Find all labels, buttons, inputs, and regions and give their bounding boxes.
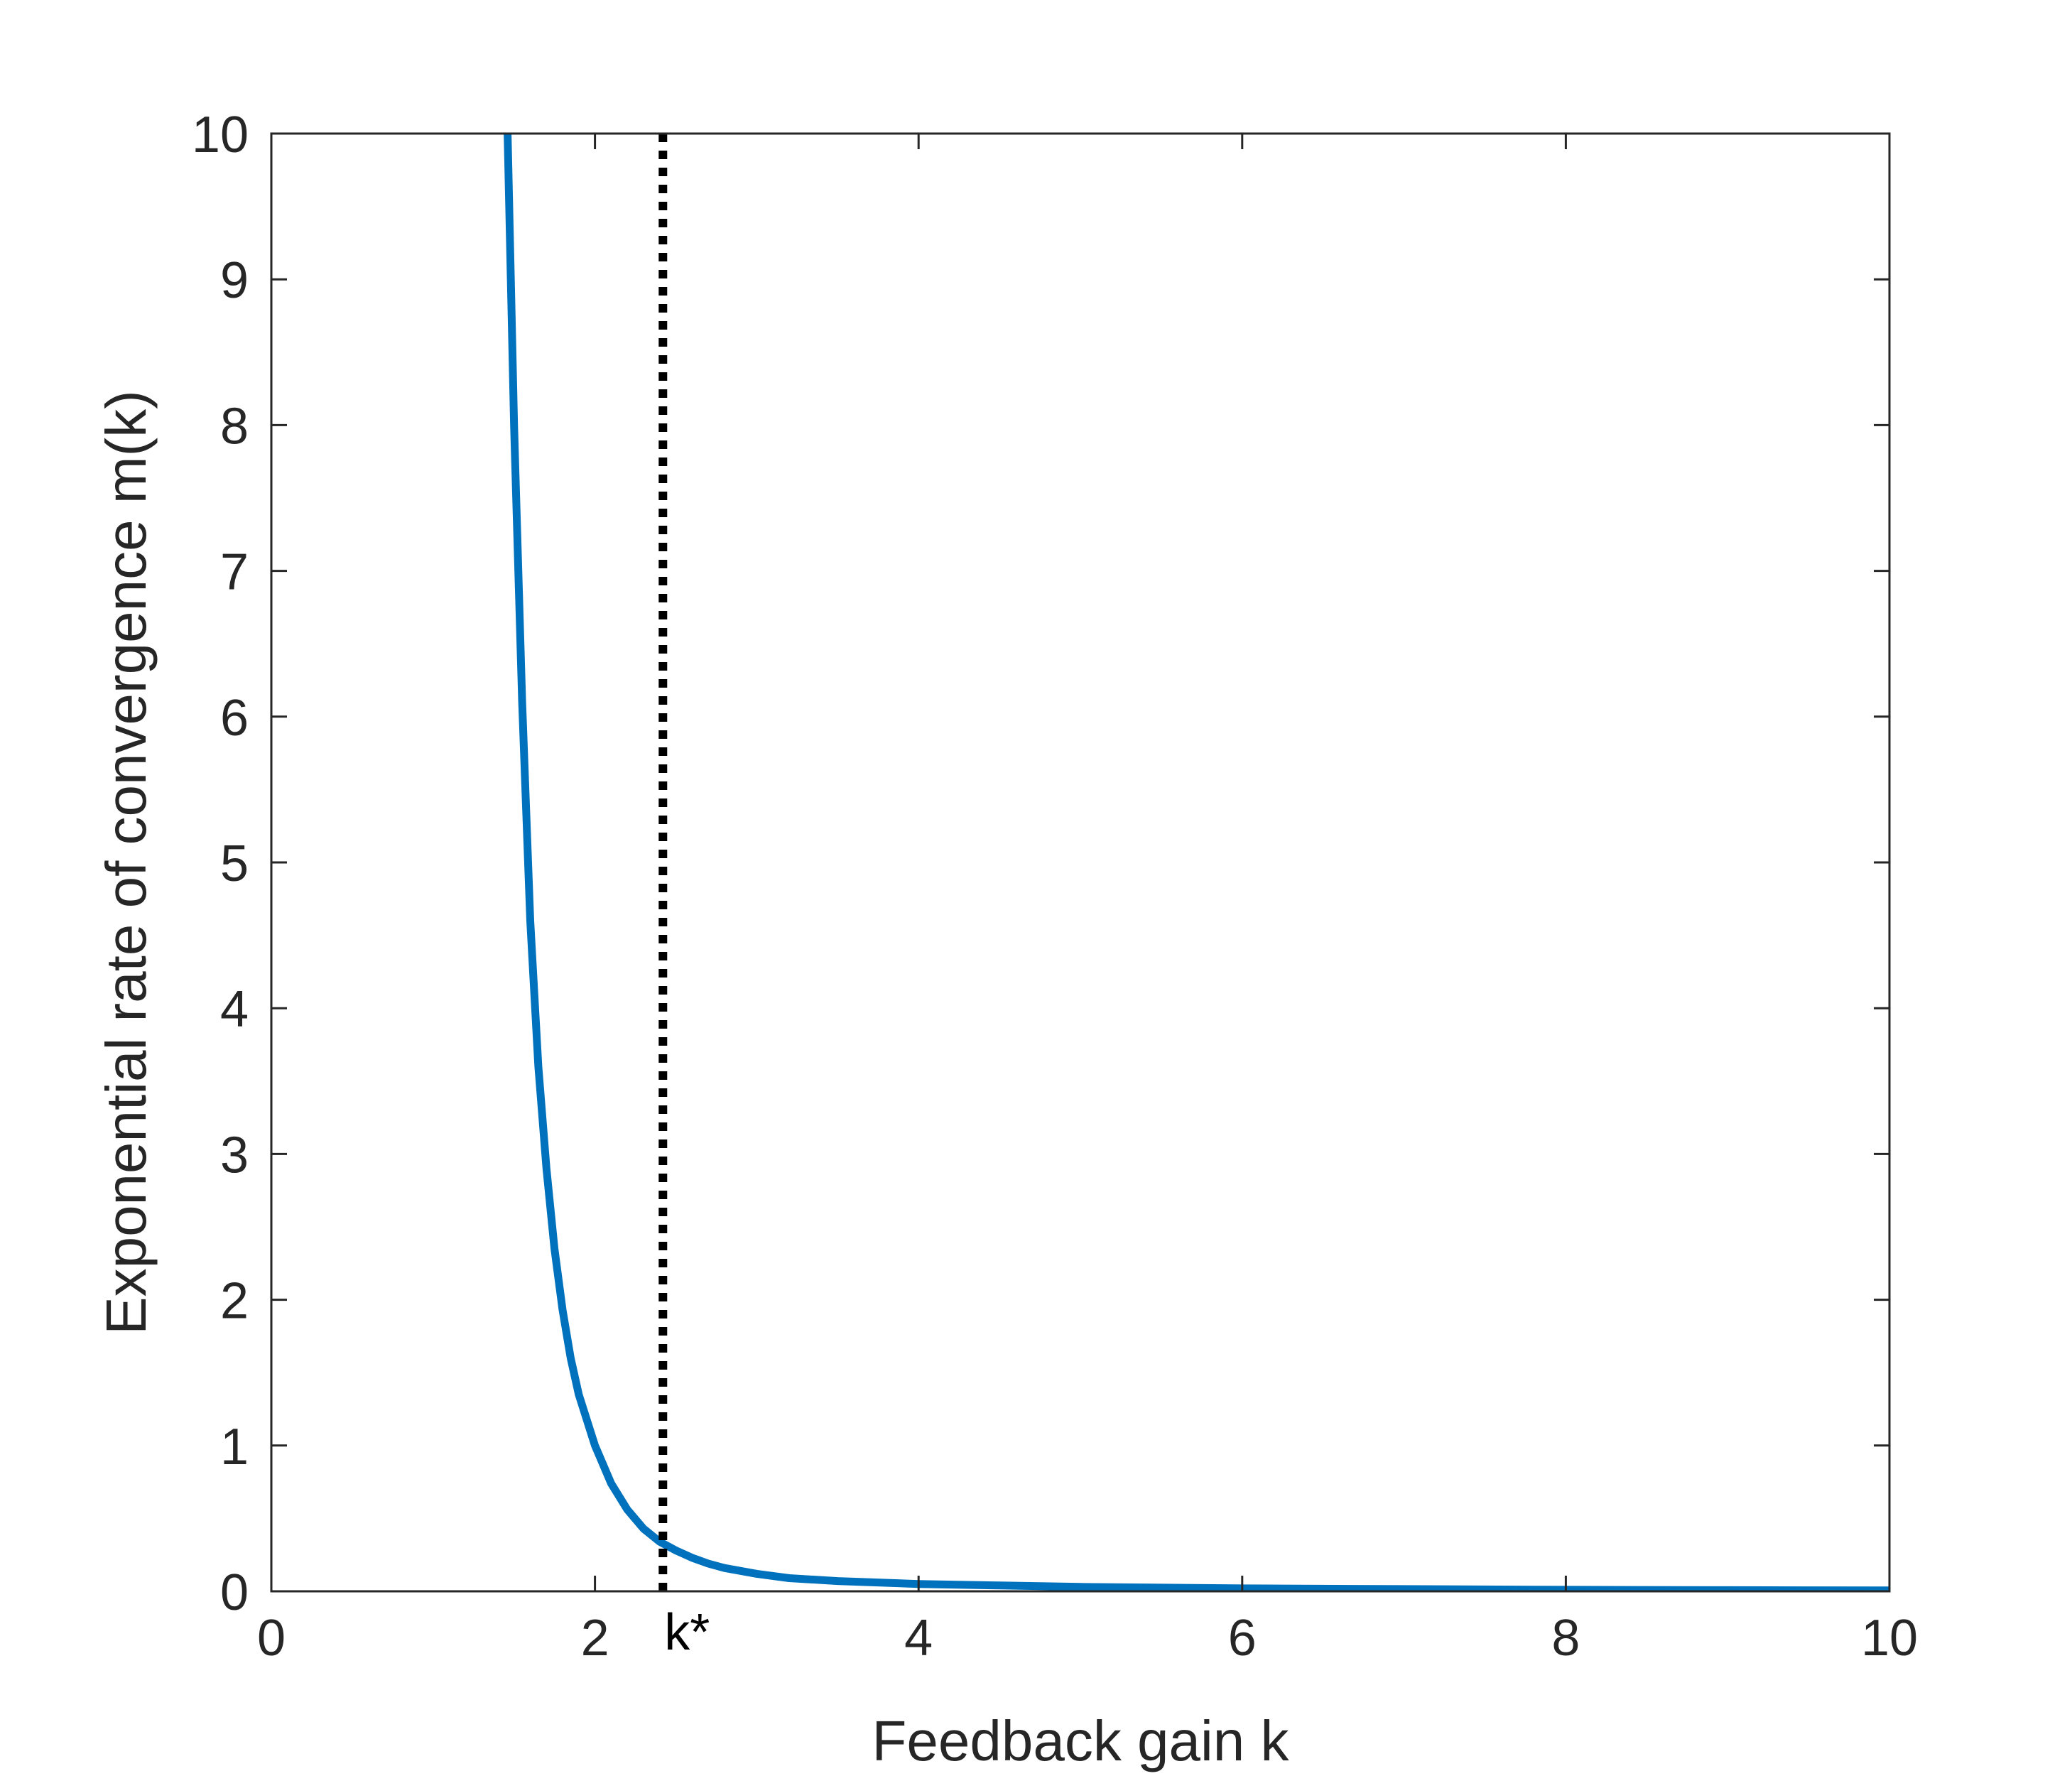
x-tick-label: 8	[1551, 1610, 1580, 1667]
x-tick-label: 10	[1861, 1610, 1918, 1667]
y-tick-label: 6	[220, 690, 249, 747]
y-tick-label: 10	[192, 107, 249, 163]
y-tick-label: 1	[220, 1419, 249, 1476]
y-tick-label: 4	[220, 981, 249, 1038]
x-tick-label: 6	[1228, 1610, 1257, 1667]
k-star-label: k*	[664, 1604, 710, 1661]
x-tick-label: 2	[581, 1610, 609, 1667]
x-axis-title: Feedback gain k	[872, 1709, 1289, 1772]
y-tick-label: 9	[220, 252, 249, 309]
y-tick-label: 7	[220, 544, 249, 601]
y-tick-label: 3	[220, 1127, 249, 1184]
y-axis-title: Exponential rate of convergence m(k)	[94, 390, 158, 1335]
y-tick-label: 8	[220, 398, 249, 455]
x-tick-label: 4	[904, 1610, 933, 1667]
y-tick-label: 2	[220, 1273, 249, 1330]
x-tick-label: 0	[257, 1610, 286, 1667]
series-line-0	[504, 134, 1889, 1591]
y-tick-label: 0	[220, 1564, 249, 1621]
y-tick-label: 5	[220, 835, 249, 892]
